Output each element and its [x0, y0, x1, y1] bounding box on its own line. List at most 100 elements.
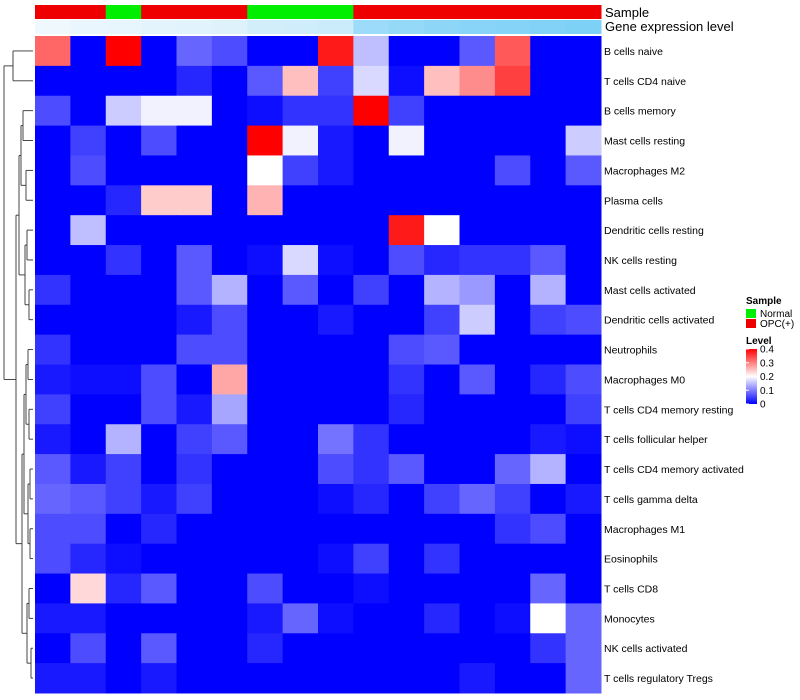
heatmap-cell — [494, 513, 531, 545]
heatmap-cell — [565, 274, 602, 306]
heatmap-cell — [388, 483, 425, 515]
heatmap-cell — [530, 394, 567, 425]
heatmap-cell — [105, 573, 142, 604]
heatmap-cell — [424, 334, 460, 365]
heatmap-cell — [176, 483, 213, 515]
heatmap-cell — [459, 215, 496, 246]
level-tick-label: 0 — [760, 400, 766, 411]
heatmap-cell — [282, 364, 319, 395]
heatmap-cell — [176, 334, 213, 365]
heatmap-cell — [388, 304, 425, 336]
heatmap-cell — [459, 513, 496, 545]
heatmap-cell — [530, 65, 567, 97]
heatmap-cell — [35, 454, 71, 485]
heatmap-cell — [282, 603, 319, 634]
heatmap-cell — [211, 603, 248, 634]
sample-annotation-cell — [70, 5, 107, 19]
heatmap-cell — [247, 65, 284, 97]
heatmap-cell — [318, 36, 354, 67]
heatmap-cell — [141, 603, 177, 634]
heatmap-cell — [388, 215, 425, 246]
heatmap-cell — [494, 633, 531, 664]
heatmap-cell — [494, 95, 531, 127]
heatmap-cell — [424, 155, 460, 186]
expression-annotation-cell — [530, 20, 567, 34]
expression-annotation-cell — [35, 20, 71, 34]
heatmap-cell — [353, 394, 390, 425]
sample-annotation-cell — [141, 5, 177, 19]
heatmap-cell — [35, 424, 71, 455]
heatmap-cell — [530, 304, 567, 336]
heatmap-cell — [282, 483, 319, 515]
heatmap-cell — [105, 274, 142, 306]
sample-annotation-cell — [282, 5, 319, 19]
heatmap-cell — [70, 543, 107, 575]
heatmap-cell — [424, 483, 460, 515]
heatmap-cell — [141, 95, 177, 127]
heatmap-cell — [530, 663, 567, 694]
heatmap-cell — [176, 185, 213, 216]
heatmap-cell — [176, 65, 213, 97]
heatmap-cell — [141, 394, 177, 425]
legend-level-colorbar — [746, 349, 757, 404]
heatmap-cell — [282, 334, 319, 365]
heatmap-cells — [35, 36, 602, 694]
heatmap-cell — [494, 185, 531, 216]
heatmap-cell — [211, 543, 248, 575]
heatmap-cell — [105, 663, 142, 694]
heatmap-cell — [318, 125, 354, 156]
heatmap-cell — [141, 663, 177, 694]
heatmap-cell — [530, 603, 567, 634]
heatmap-cell — [388, 454, 425, 485]
heatmap-cell — [353, 483, 390, 515]
heatmap-cell — [70, 483, 107, 515]
heatmap-cell — [388, 513, 425, 545]
row-label: Mast cells activated — [604, 285, 696, 297]
heatmap-cell — [494, 424, 531, 455]
heatmap-cell — [247, 663, 284, 694]
expression-annotation-cell — [459, 20, 496, 34]
heatmap-cell — [459, 394, 496, 425]
heatmap-cell — [565, 663, 602, 694]
heatmap-cell — [565, 215, 602, 246]
heatmap-cell — [176, 543, 213, 575]
heatmap-cell — [565, 334, 602, 365]
heatmap-cell — [141, 424, 177, 455]
row-label: Mast cells resting — [604, 136, 685, 148]
heatmap-cell — [35, 155, 71, 186]
heatmap-cell — [353, 573, 390, 604]
heatmap-cell — [565, 543, 602, 575]
heatmap-cell — [211, 215, 248, 246]
heatmap-cell — [247, 483, 284, 515]
heatmap-cell — [388, 65, 425, 97]
heatmap-cell — [211, 454, 248, 485]
row-label: Monocytes — [604, 613, 655, 625]
heatmap-cell — [424, 65, 460, 97]
heatmap-cell — [494, 543, 531, 575]
heatmap-cell — [282, 95, 319, 127]
heatmap-cell — [318, 483, 354, 515]
row-label: NK cells activated — [604, 643, 688, 655]
heatmap-cell — [459, 633, 496, 664]
heatmap-cell — [141, 245, 177, 276]
heatmap-cell — [494, 274, 531, 306]
heatmap-cell — [424, 633, 460, 664]
heatmap-cell — [35, 185, 71, 216]
expression-annotation-cell — [353, 20, 390, 34]
heatmap-cell — [35, 603, 71, 634]
heatmap-cell — [353, 633, 390, 664]
row-label: Macrophages M1 — [604, 524, 685, 536]
sample-annotation-cell — [35, 5, 71, 19]
heatmap-cell — [70, 364, 107, 395]
heatmap-cell — [70, 513, 107, 545]
heatmap-cell — [176, 603, 213, 634]
heatmap-cell — [459, 155, 496, 186]
heatmap-cell — [105, 36, 142, 67]
heatmap-cell — [70, 663, 107, 694]
row-label: Plasma cells — [604, 195, 663, 207]
heatmap-cell — [459, 185, 496, 216]
heatmap-cell — [105, 424, 142, 455]
